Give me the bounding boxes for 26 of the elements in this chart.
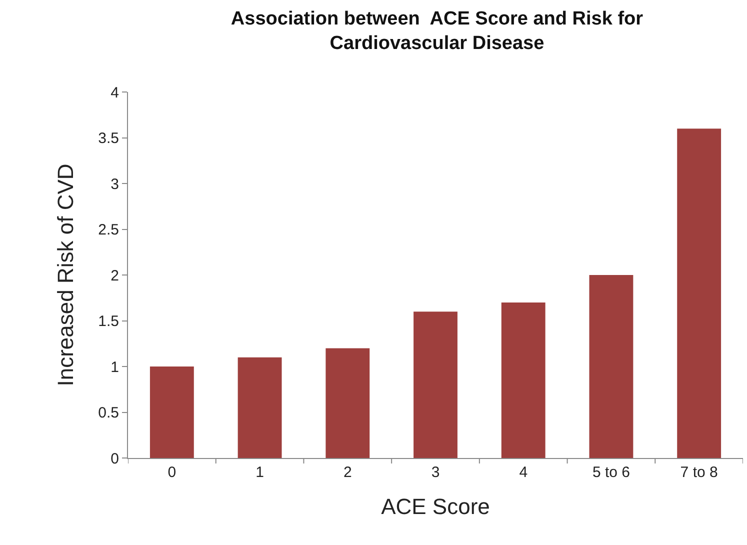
x-tick-label: 2	[343, 464, 352, 481]
y-tick-label: 4	[110, 84, 119, 102]
x-tick-label: 7 to 8	[680, 464, 718, 481]
y-tick-label: 0.5	[98, 404, 119, 422]
x-tick-label: 4	[519, 464, 528, 481]
y-tick-label: 0	[110, 450, 119, 468]
y-tick-label: 3	[110, 176, 119, 193]
x-tick-label: 1	[256, 464, 264, 481]
bar	[414, 312, 458, 458]
x-tick-label: 5 to 6	[592, 464, 630, 481]
bar	[326, 348, 370, 458]
y-tick-label: 1	[110, 358, 119, 376]
y-tick-label: 2	[110, 267, 119, 284]
bar	[238, 357, 282, 458]
x-tick-label: 3	[431, 464, 440, 481]
chart-title: Association between ACE Score and Risk for Cardiovascular Disease	[230, 8, 644, 54]
bar	[501, 302, 546, 458]
bar	[150, 366, 194, 458]
bar	[677, 128, 722, 458]
y-axis-title: Increased Risk of CVD	[52, 164, 78, 386]
y-tick-label: 1.5	[98, 313, 119, 330]
y-tick-label: 3.5	[98, 130, 119, 147]
bar	[589, 275, 634, 458]
y-tick-label: 2.5	[98, 222, 119, 238]
x-axis-title: ACE Score	[381, 494, 490, 519]
x-tick-label: 0	[168, 464, 176, 481]
